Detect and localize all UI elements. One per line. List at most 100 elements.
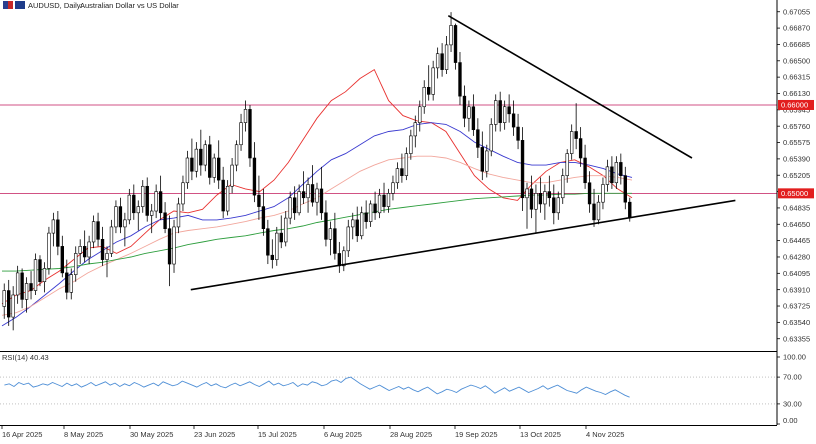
candle-body: [498, 100, 502, 123]
candle: [395, 162, 400, 189]
candle-body: [462, 95, 467, 119]
time-tick-label: 8 May 2025: [64, 430, 103, 439]
trendline-1: [447, 15, 693, 159]
candle: [288, 191, 292, 225]
candle: [552, 184, 556, 225]
candle-body: [288, 197, 292, 219]
candle-body: [578, 138, 583, 159]
candle: [476, 118, 480, 158]
candle-body: [561, 175, 565, 199]
candle: [368, 200, 373, 227]
candle: [158, 175, 163, 220]
candle-body: [368, 203, 373, 222]
candle: [20, 268, 24, 309]
candle: [494, 94, 498, 132]
candle: [60, 235, 65, 278]
candle: [306, 177, 310, 213]
candle-body: [118, 206, 123, 228]
price-tick-label: 0.65760: [783, 122, 810, 131]
candle-body: [257, 194, 261, 207]
candle-body: [400, 168, 404, 176]
candle: [275, 226, 279, 266]
candle-body: [435, 53, 440, 69]
candle-body: [33, 259, 38, 291]
candle-body: [552, 197, 556, 214]
candle-body: [507, 106, 511, 115]
candle: [47, 226, 51, 275]
candle: [266, 219, 270, 265]
candle: [212, 153, 216, 183]
candle-body: [328, 228, 333, 240]
candle: [489, 118, 493, 157]
candle-body: [489, 124, 493, 152]
candle: [534, 184, 538, 234]
candle-body: [203, 144, 207, 166]
candle-body: [574, 131, 578, 139]
candle-body: [181, 182, 185, 205]
candle: [217, 140, 221, 189]
candle-body: [292, 197, 297, 214]
candle-body: [310, 184, 315, 203]
candle: [467, 100, 471, 132]
candle-body: [145, 185, 149, 216]
candle: [386, 188, 391, 213]
candle-body: [225, 185, 230, 212]
candle: [485, 144, 489, 178]
candle: [458, 51, 462, 105]
candle-body: [480, 147, 485, 172]
candle: [51, 212, 56, 247]
candle-body: [270, 254, 275, 260]
candle: [502, 100, 507, 130]
candle-body: [547, 191, 552, 199]
candle: [569, 124, 574, 160]
candle: [2, 283, 6, 319]
candle-body: [543, 191, 547, 205]
candle-body: [176, 203, 181, 228]
rsi-line: [4, 376, 630, 398]
candle: [127, 188, 132, 225]
candle: [529, 175, 534, 219]
candle-body: [404, 153, 409, 176]
candle-body: [60, 246, 65, 274]
price-tick-label: 0.66130: [783, 89, 810, 98]
candle: [141, 180, 145, 213]
candle: [82, 230, 87, 263]
candle-body: [15, 272, 20, 296]
candle: [29, 271, 33, 300]
time-tick-label: 15 Jul 2025: [258, 430, 297, 439]
flag-icon-stripe: [8, 1, 13, 9]
candle-body: [69, 274, 73, 293]
candle-body: [38, 259, 42, 283]
candle: [364, 200, 368, 229]
candle-body: [569, 131, 574, 154]
level-tag-0: [778, 99, 814, 110]
rsi-pane[interactable]: [0, 376, 777, 405]
time-tick-label: 13 Oct 2025: [520, 430, 561, 439]
candle-body: [418, 106, 422, 123]
candle-body: [252, 157, 257, 196]
candle-body: [185, 157, 190, 184]
candle-body: [413, 122, 417, 137]
candle-body: [386, 193, 391, 207]
candle-body: [534, 193, 538, 210]
price-tick-label: 0.64465: [783, 236, 810, 245]
candle-body: [614, 162, 619, 184]
price-tick-label: 0.63355: [783, 334, 810, 343]
price-tick-label: 0.67055: [783, 7, 810, 16]
candle: [574, 103, 578, 150]
rsi-tick-label: 30.00: [783, 400, 802, 409]
candle: [100, 226, 105, 266]
candle: [190, 138, 194, 181]
candle: [431, 60, 435, 101]
candle-body: [91, 221, 96, 243]
main-plot-area[interactable]: [0, 12, 777, 331]
price-tick-label: 0.64095: [783, 269, 810, 278]
candle-body: [212, 157, 216, 178]
candle: [547, 175, 552, 207]
candle: [221, 166, 225, 219]
candle: [234, 140, 239, 172]
candle: [561, 168, 565, 204]
candle: [257, 175, 261, 220]
candle-body: [427, 87, 431, 95]
